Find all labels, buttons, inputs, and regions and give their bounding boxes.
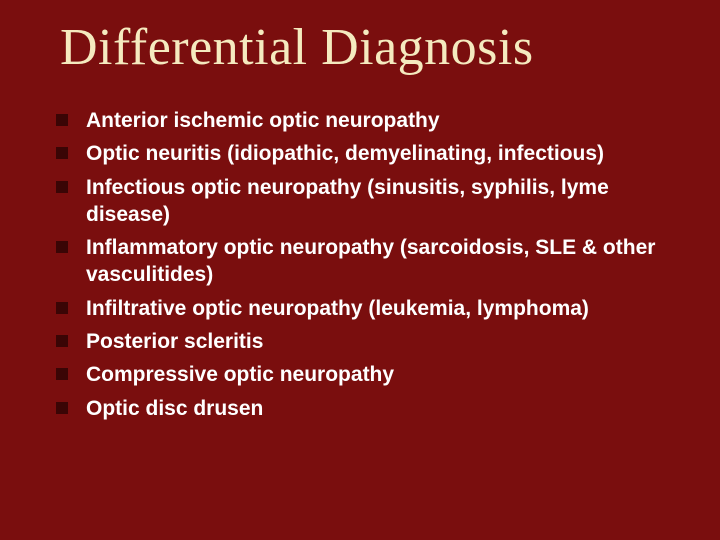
list-item-text: Optic disc drusen	[86, 395, 670, 422]
list-item-text: Inflammatory optic neuropathy (sarcoidos…	[86, 234, 670, 289]
square-bullet-icon	[56, 335, 68, 347]
list-item-text: Infiltrative optic neuropathy (leukemia,…	[86, 295, 670, 322]
list-item-text: Optic neuritis (idiopathic, demyelinatin…	[86, 140, 670, 167]
slide-title: Differential Diagnosis	[60, 18, 670, 77]
list-item: Posterior scleritis	[56, 328, 670, 355]
list-item-text: Anterior ischemic optic neuropathy	[86, 107, 670, 134]
list-item: Optic neuritis (idiopathic, demyelinatin…	[56, 140, 670, 167]
square-bullet-icon	[56, 402, 68, 414]
square-bullet-icon	[56, 181, 68, 193]
square-bullet-icon	[56, 114, 68, 126]
list-item: Optic disc drusen	[56, 395, 670, 422]
square-bullet-icon	[56, 302, 68, 314]
list-item-text: Posterior scleritis	[86, 328, 670, 355]
list-item: Compressive optic neuropathy	[56, 361, 670, 388]
list-item: Infiltrative optic neuropathy (leukemia,…	[56, 295, 670, 322]
list-item: Inflammatory optic neuropathy (sarcoidos…	[56, 234, 670, 289]
list-item-text: Compressive optic neuropathy	[86, 361, 670, 388]
list-item: Anterior ischemic optic neuropathy	[56, 107, 670, 134]
list-item-text: Infectious optic neuropathy (sinusitis, …	[86, 174, 670, 229]
slide-container: Differential Diagnosis Anterior ischemic…	[0, 0, 720, 540]
square-bullet-icon	[56, 368, 68, 380]
square-bullet-icon	[56, 241, 68, 253]
bullet-list: Anterior ischemic optic neuropathy Optic…	[56, 107, 670, 422]
square-bullet-icon	[56, 147, 68, 159]
list-item: Infectious optic neuropathy (sinusitis, …	[56, 174, 670, 229]
